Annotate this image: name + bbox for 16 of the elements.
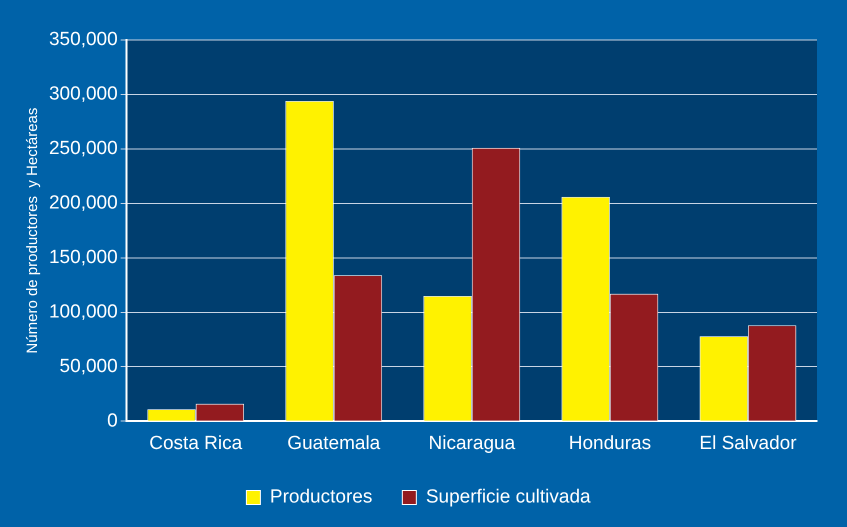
y-tick-label: 100,000 — [48, 302, 118, 323]
x-tick-label: Honduras — [568, 432, 652, 454]
y-tick-label: 250,000 — [48, 138, 118, 160]
legend-label: Superficie cultivada — [426, 486, 592, 508]
legend-label: Productores — [270, 486, 372, 508]
y-tick-label: 300,000 — [48, 84, 118, 105]
x-tick-label: El Salvador — [699, 432, 798, 454]
y-tick-label: 0 — [107, 410, 118, 432]
y-tick-label: 150,000 — [48, 247, 118, 268]
x-tick-label: Guatemala — [287, 432, 381, 454]
y-axis-title: Número de productores y Hectáreas — [24, 108, 42, 354]
y-tick-label: 50,000 — [60, 356, 118, 377]
x-tick-label: Costa Rica — [149, 432, 243, 454]
y-tick-label: 350,000 — [48, 29, 118, 50]
y-tick-label: 200,000 — [48, 192, 118, 214]
x-tick-label: Nicaragua — [428, 432, 516, 454]
